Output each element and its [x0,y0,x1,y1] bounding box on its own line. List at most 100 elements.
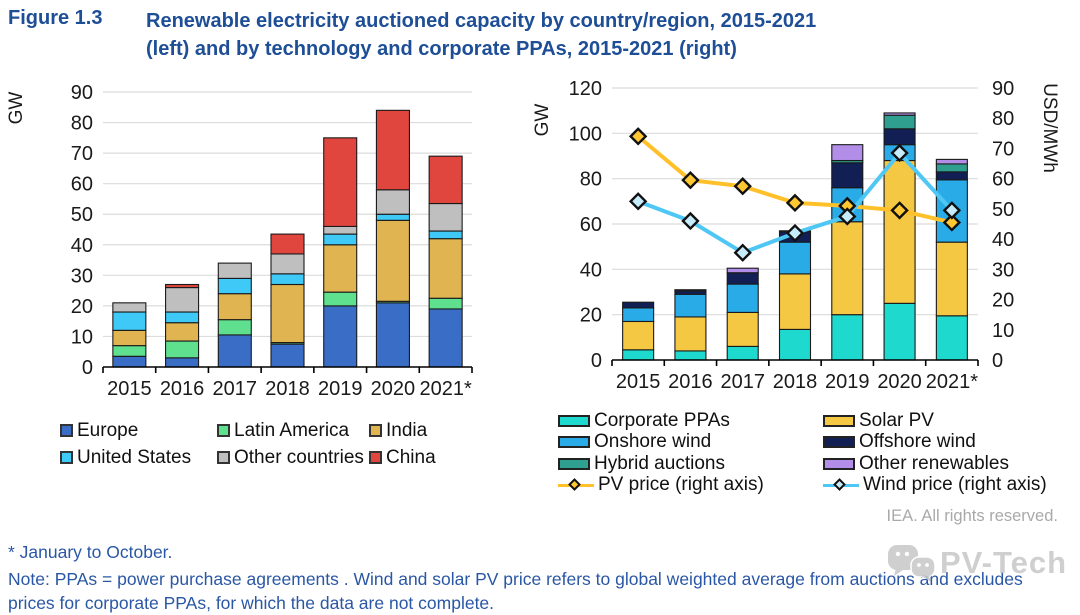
chart-capacity-by-country: 0 10 20 30 40 50 60 70 80 90 2015 2016 2017 2018 2019 2… [6,82,473,400]
svg-text:20: 20 [992,290,1014,312]
wind-price-line-icon [823,477,859,492]
svg-text:0: 0 [591,350,602,372]
legend-label: India [386,419,428,441]
svg-text:2016: 2016 [160,378,205,400]
legend-label: Europe [77,419,139,441]
svg-text:30: 30 [992,259,1014,281]
solar-pv-swatch [823,414,855,427]
svg-text:30: 30 [71,265,93,287]
svg-text:80: 80 [71,113,93,135]
legend-label: Wind price (right axis) [863,474,1047,496]
svg-text:20: 20 [71,296,93,318]
legend-item-china: China [369,444,499,471]
svg-text:20: 20 [580,305,602,327]
legend-country: Europe Latin America India United States… [60,417,499,471]
svg-text:2021*: 2021* [420,378,472,400]
legend-label: Other countries [234,446,364,468]
legend-item-solar-pv: Solar PV [823,410,1078,432]
svg-text:120: 120 [569,78,602,100]
svg-text:60: 60 [992,169,1014,191]
svg-text:70: 70 [992,138,1014,160]
legend-item-offshore-wind: Offshore wind [823,431,1078,454]
legend-label: Onshore wind [594,431,712,453]
svg-text:60: 60 [580,214,602,236]
chart-capacity-by-technology: 0 20 40 60 80 100 120 0 10 20 30 40 50 60 70 80 90 2015 20… [532,78,1060,393]
svg-text:40: 40 [71,235,93,257]
legend-technology: Corporate PPAs Solar PV Onshore wind Off… [558,410,1078,496]
legend-label: Latin America [234,419,350,441]
svg-text:10: 10 [992,320,1014,342]
svg-text:80: 80 [992,108,1014,130]
footnote-note: Note: PPAs = power purchase agreements .… [8,569,1023,613]
legend-item-other-countries: Other countries [217,444,369,471]
legend-label: Other renewables [859,452,1009,474]
hybrid-auctions-swatch [558,457,590,470]
svg-text:0: 0 [992,350,1003,372]
svg-text:GW: GW [6,92,27,125]
legend-label: United States [77,446,192,468]
legend-label: Corporate PPAs [594,409,730,431]
svg-text:2018: 2018 [265,378,310,400]
legend-item-latin-america: Latin America [217,417,369,444]
pvtech-watermark: PV-Tech [886,541,1067,585]
svg-text:0: 0 [82,357,93,379]
watermark-text: PV-Tech [940,545,1068,580]
corporate-ppas-swatch [558,414,590,427]
svg-text:GW: GW [532,104,553,137]
svg-text:2019: 2019 [318,378,363,400]
legend-item-wind-price: Wind price (right axis) [823,474,1078,497]
legend-item-united-states: United States [60,444,217,471]
svg-text:2017: 2017 [720,371,765,393]
offshore-wind-swatch [823,436,855,449]
onshore-wind-swatch [558,436,590,449]
svg-text:2020: 2020 [371,378,416,400]
legend-item-hybrid-auctions: Hybrid auctions [558,453,823,475]
svg-text:50: 50 [71,204,93,226]
legend-label: Hybrid auctions [594,452,725,474]
svg-text:90: 90 [71,82,93,104]
svg-text:2015: 2015 [107,378,152,400]
svg-text:2015: 2015 [616,371,661,393]
wechat-icon [888,545,936,582]
svg-text:10: 10 [71,326,93,348]
other-renewables-swatch [823,457,855,470]
figure-title-line1: Renewable electricity auctioned capacity… [146,10,817,32]
figure-title: Renewable electricity auctioned capacity… [146,7,956,63]
china-swatch [369,451,382,464]
svg-text:2017: 2017 [213,378,258,400]
latin-america-swatch [217,424,230,437]
svg-text:2016: 2016 [668,371,713,393]
svg-text:50: 50 [992,199,1014,221]
other-countries-swatch [217,451,230,464]
figure-number-label: Figure 1.3 [8,7,103,29]
legend-label: Offshore wind [859,431,976,453]
legend-item-corporate-ppas: Corporate PPAs [558,410,823,432]
legend-item-other-renewables: Other renewables [823,453,1078,475]
svg-text:90: 90 [992,78,1014,100]
europe-swatch [60,424,73,437]
svg-text:2020: 2020 [877,371,922,393]
pv-price-line-icon [558,477,594,492]
svg-text:2019: 2019 [825,371,870,393]
legend-label: China [386,446,436,468]
footnote-asterisk: * January to October. [8,542,173,562]
legend-label: Solar PV [859,409,934,431]
legend-item-onshore-wind: Onshore wind [558,431,823,454]
svg-text:2021*: 2021* [926,371,978,393]
svg-text:USD/MWh: USD/MWh [1039,83,1060,173]
india-swatch [369,424,382,437]
legend-item-europe: Europe [60,417,217,444]
svg-text:100: 100 [569,123,602,145]
svg-text:60: 60 [71,174,93,196]
svg-text:80: 80 [580,169,602,191]
iea-credit: IEA. All rights reserved. [886,507,1059,525]
svg-text:40: 40 [992,229,1014,251]
svg-text:40: 40 [580,259,602,281]
united-states-swatch [60,451,73,464]
svg-text:70: 70 [71,143,93,165]
legend-item-pv-price: PV price (right axis) [558,474,823,497]
legend-label: PV price (right axis) [598,474,764,496]
figure-title-line2: (left) and by technology and corporate P… [146,38,737,60]
svg-text:2018: 2018 [773,371,818,393]
